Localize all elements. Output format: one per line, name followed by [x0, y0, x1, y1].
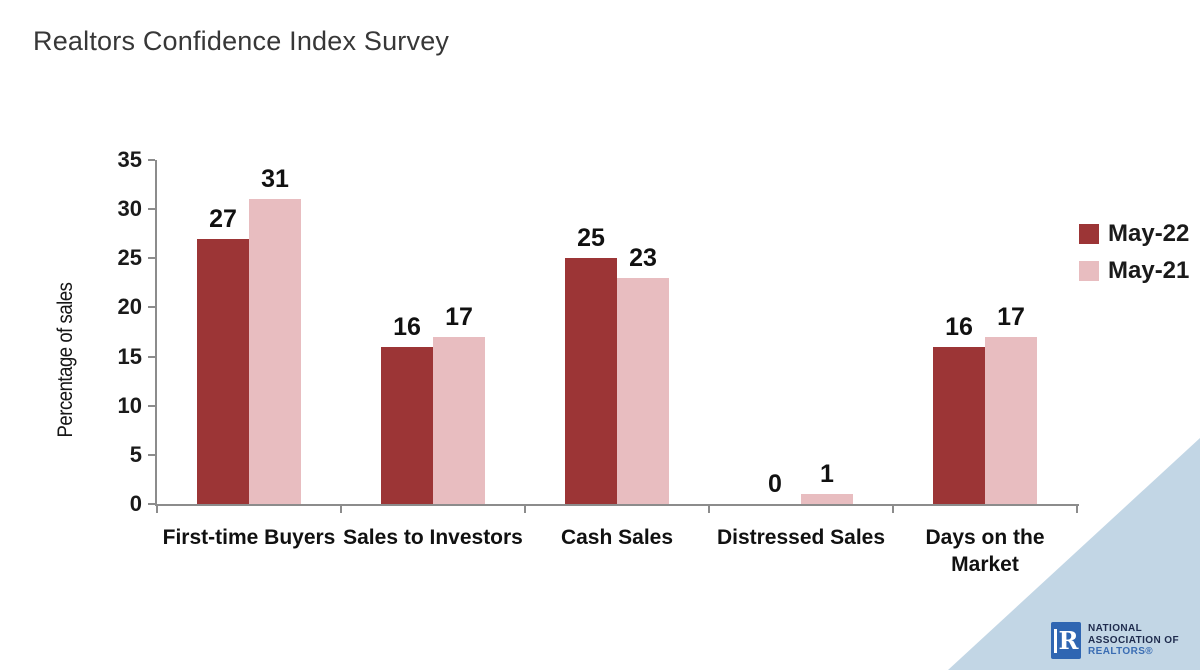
bar-value-label: 17 [445, 302, 473, 331]
bar-value-label: 0 [768, 470, 782, 498]
nar-logo-line3: REALTORS® [1088, 646, 1154, 658]
bar-value-label: 16 [945, 312, 973, 341]
page-title: Realtors Confidence Index Survey [33, 26, 450, 56]
nar-logo-line1: NATIONAL [1088, 623, 1143, 635]
legend-swatch-icon [1079, 224, 1099, 244]
legend-label: May-21 [1108, 257, 1190, 284]
bar-value-label: 27 [209, 204, 237, 233]
bar-may-21-4 [801, 494, 853, 504]
x-axis-tick-mark [156, 506, 158, 513]
bar-value-label: 23 [629, 243, 657, 272]
y-axis-tick-mark [148, 208, 155, 211]
nar-logo-text: NATIONAL ASSOCIATION OF REALTORS® [1088, 623, 1179, 658]
legend-swatch-icon [1079, 261, 1099, 281]
category-label: Days on the Market [925, 526, 1045, 576]
bar-may-22-2 [381, 346, 433, 504]
x-axis-tick-mark [340, 506, 342, 513]
nar-logo-mark-letter: R [1058, 625, 1079, 655]
y-axis-tick-label: 10 [117, 392, 142, 418]
y-axis-tick-label: 35 [117, 147, 142, 172]
bar-may-22-5 [933, 346, 985, 504]
bar-chart-plot-area [155, 160, 1079, 506]
y-axis-tick-mark [148, 257, 155, 260]
y-axis-tick-mark [148, 306, 155, 309]
y-axis-tick-label: 25 [117, 245, 142, 271]
category-label: First-time Buyers [162, 526, 336, 549]
y-axis-title: Percentage of sales [54, 282, 77, 438]
legend-item-may-21: May-21 [1079, 259, 1189, 283]
bar-value-label: 1 [820, 460, 834, 489]
y-axis-tick-mark [148, 355, 155, 358]
bar-may-21-1 [249, 199, 301, 504]
bar-may-22-1 [197, 238, 249, 504]
category-label: Distressed Sales [716, 526, 886, 549]
nar-logo-mark-icon: R [1051, 622, 1081, 659]
legend-label: May-22 [1108, 220, 1190, 247]
bar-may-21-2 [433, 336, 485, 504]
x-axis-tick-mark [892, 506, 894, 513]
bar-value-label: 31 [261, 165, 289, 194]
y-axis-tick-mark [148, 159, 155, 161]
y-axis-tick-label: 0 [129, 491, 142, 516]
nar-logo: R NATIONAL ASSOCIATION OF REALTORS® [1051, 622, 1179, 659]
y-axis-tick-mark [148, 503, 155, 505]
bar-value-label: 17 [997, 302, 1025, 331]
bar-may-21-5 [985, 336, 1037, 504]
nar-logo-line2: ASSOCIATION OF [1088, 634, 1179, 646]
bar-value-label: 25 [577, 224, 605, 253]
y-axis-tick-label: 30 [117, 196, 142, 222]
y-axis-tick-mark [148, 453, 155, 456]
bar-may-22-3 [565, 258, 617, 504]
chart-legend: May-22 May-21 [1079, 222, 1189, 296]
legend-item-may-22: May-22 [1079, 222, 1189, 246]
bar-value-label: 16 [393, 312, 421, 341]
x-axis-tick-mark [524, 506, 526, 513]
x-axis-tick-mark [708, 506, 710, 513]
y-axis-tick-label: 15 [117, 343, 142, 369]
category-label: Cash Sales [560, 526, 674, 549]
y-axis-tick-label: 20 [117, 294, 142, 320]
y-axis-tick-label: 5 [129, 441, 142, 467]
y-axis-tick-mark [148, 404, 155, 407]
x-axis-tick-mark [1076, 506, 1078, 513]
nar-logo-mark-bar [1053, 628, 1057, 653]
bar-may-21-3 [617, 277, 669, 504]
category-label: Sales to Investors [343, 526, 523, 549]
